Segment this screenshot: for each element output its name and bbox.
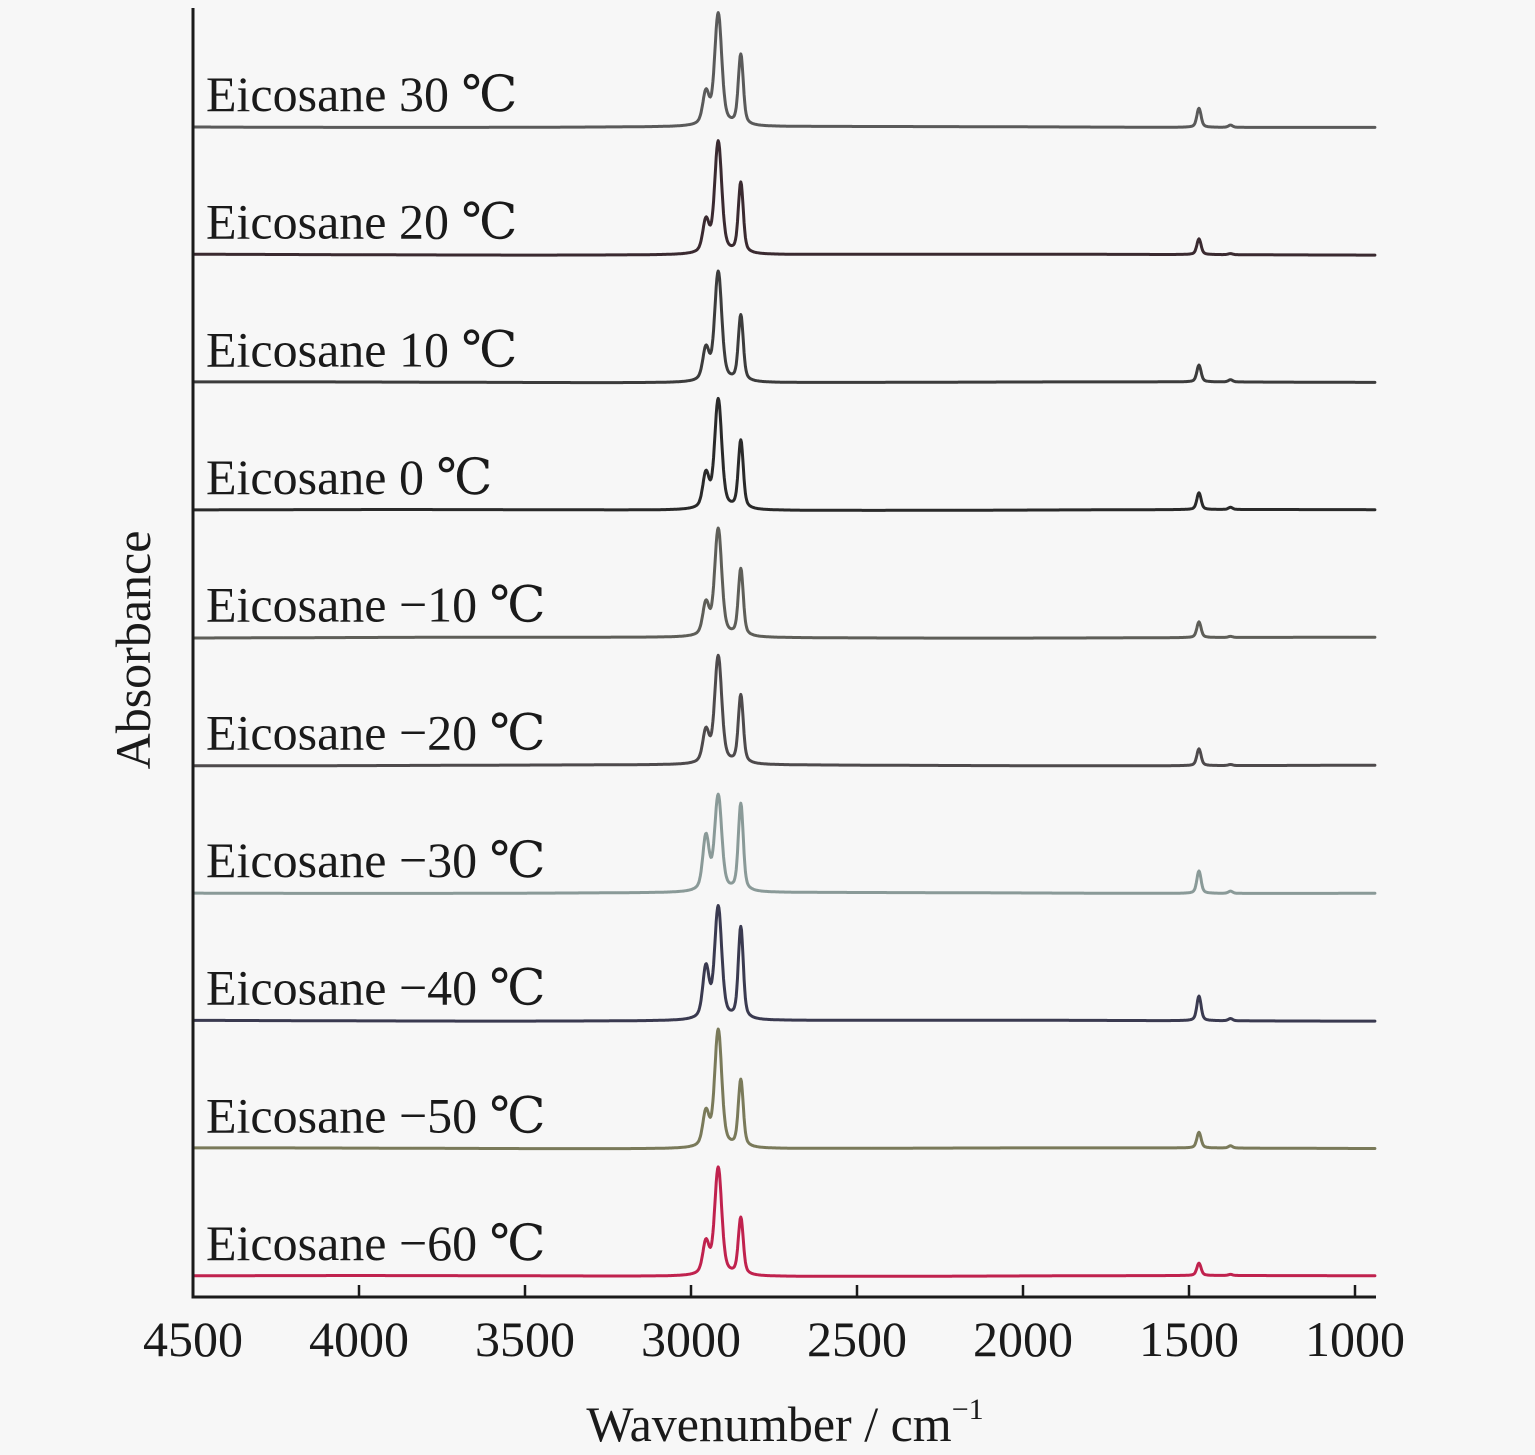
y-axis-title: Absorbance	[105, 531, 161, 770]
x-tick-label-2000: 2000	[973, 1311, 1073, 1367]
x-tick-label-4000: 4000	[309, 1311, 409, 1367]
x-axis-title: Wavenumber / cm−1	[586, 1393, 983, 1452]
trace-8	[191, 1027, 1377, 1151]
series-label-9: Eicosane −60 ℃	[206, 1215, 546, 1271]
trace-5	[191, 653, 1377, 768]
x-tick-label-4500: 4500	[143, 1311, 243, 1367]
trace-2	[191, 269, 1377, 385]
series-label-1: Eicosane 20 ℃	[206, 194, 517, 250]
trace-9	[191, 1165, 1377, 1278]
series-label-6: Eicosane −30 ℃	[206, 832, 546, 888]
series-label-7: Eicosane −40 ℃	[206, 960, 546, 1016]
spectra-traces	[191, 11, 1377, 1278]
trace-6	[191, 792, 1377, 895]
x-tick-label-3000: 3000	[641, 1311, 741, 1367]
trace-1	[191, 139, 1377, 257]
series-label-5: Eicosane −20 ℃	[206, 704, 546, 760]
series-label-4: Eicosane −10 ℃	[206, 577, 546, 633]
series-label-0: Eicosane 30 ℃	[206, 66, 517, 122]
x-axis-ticks: 4500 4000 3500 3000 2500 2000 1500 1000	[143, 1285, 1405, 1367]
x-tick-label-2500: 2500	[807, 1311, 907, 1367]
series-label-8: Eicosane −50 ℃	[206, 1087, 546, 1143]
series-labels: Eicosane 30 ℃ Eicosane 20 ℃ Eicosane 10 ℃ E…	[206, 66, 546, 1271]
trace-4	[191, 526, 1377, 640]
series-label-2: Eicosane 10 ℃	[206, 321, 517, 377]
trace-0	[191, 11, 1377, 129]
trace-3	[191, 396, 1377, 512]
trace-7	[191, 904, 1377, 1023]
x-tick-label-1500: 1500	[1139, 1311, 1239, 1367]
series-label-3: Eicosane 0 ℃	[206, 449, 492, 505]
x-tick-label-3500: 3500	[475, 1311, 575, 1367]
x-tick-label-1000: 1000	[1305, 1311, 1405, 1367]
x-axis-title-superscript: −1	[952, 1393, 984, 1426]
